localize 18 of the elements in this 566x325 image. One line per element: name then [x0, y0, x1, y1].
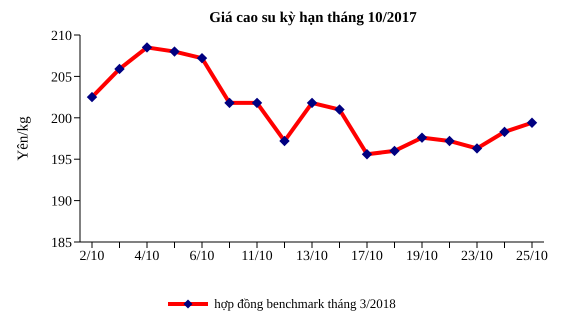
x-tick-label: 25/10 — [516, 248, 548, 264]
x-tick-label: 2/10 — [80, 248, 104, 264]
y-tick-label: 190 — [51, 194, 72, 210]
x-tick-label: 4/10 — [134, 248, 160, 264]
x-tick-label: 23/10 — [461, 248, 493, 264]
y-tick-label: 185 — [51, 236, 72, 251]
legend-label: hợp đồng benchmark tháng 3/2018 — [214, 296, 396, 312]
y-tick-label: 210 — [51, 28, 72, 44]
x-tick-label: 6/10 — [190, 248, 214, 264]
x-tick-label: 13/10 — [296, 248, 328, 264]
y-tick-label: 205 — [51, 70, 72, 86]
x-tick-label: 19/10 — [406, 248, 438, 264]
x-tick-label: 17/10 — [351, 248, 383, 264]
y-axis-title: Yên/kg — [15, 116, 32, 161]
x-tick-label: 11/10 — [241, 248, 273, 264]
chart-title: Giá cao su kỳ hạn tháng 10/2017 — [208, 9, 418, 27]
y-tick-label: 195 — [51, 153, 72, 168]
y-tick-label: 200 — [51, 112, 72, 127]
